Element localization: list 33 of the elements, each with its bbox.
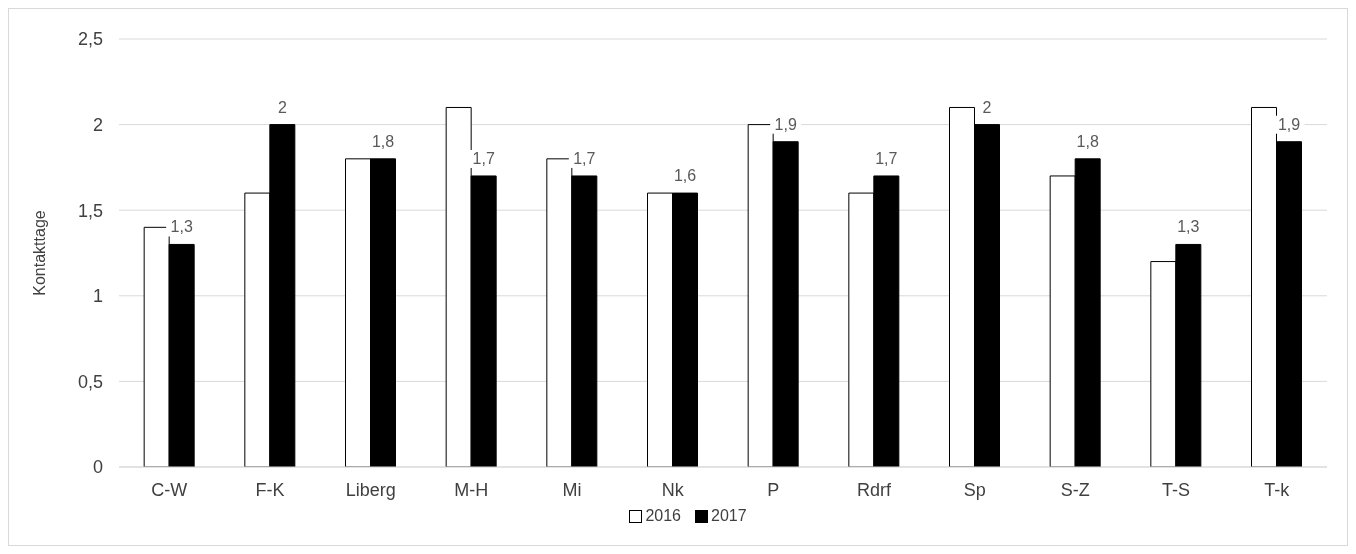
y-tick-label: 0,5 bbox=[77, 371, 103, 392]
y-tick-label: 0 bbox=[92, 457, 103, 478]
data-label: 1,3 bbox=[170, 218, 193, 236]
legend-label: 2017 bbox=[710, 507, 747, 525]
y-tick-label: 1,5 bbox=[77, 200, 103, 221]
x-tick-label: S-Z bbox=[1060, 479, 1090, 500]
y-tick-label: 2 bbox=[92, 114, 103, 135]
y-axis-title: Kontakttage bbox=[30, 210, 48, 296]
x-tick-label: M-H bbox=[454, 479, 489, 500]
data-label: 2 bbox=[277, 98, 287, 116]
x-tick-label: Sp bbox=[963, 479, 986, 500]
x-tick-label: C-W bbox=[151, 479, 188, 500]
x-tick-label: Nk bbox=[661, 479, 685, 500]
data-label: 2 bbox=[982, 98, 992, 116]
data-label: 1,8 bbox=[1076, 132, 1099, 150]
data-label: 1,8 bbox=[371, 132, 395, 150]
data-label: 1,7 bbox=[875, 149, 898, 167]
data-label: 1,3 bbox=[1177, 218, 1200, 236]
data-label: 1,6 bbox=[673, 167, 697, 185]
x-tick-label: F-K bbox=[255, 479, 285, 500]
y-tick-label: 1 bbox=[92, 286, 103, 307]
data-label: 1,9 bbox=[1277, 115, 1301, 133]
data-label: 1,7 bbox=[573, 149, 596, 167]
x-tick-label: P bbox=[767, 479, 780, 500]
x-tick-label: T-S bbox=[1161, 479, 1191, 500]
x-tick-label: Liberg bbox=[345, 479, 396, 500]
data-label: 1,7 bbox=[472, 149, 495, 167]
y-tick-label: 2,5 bbox=[77, 29, 103, 50]
x-tick-label: Mi bbox=[562, 479, 582, 500]
legend-label: 2016 bbox=[644, 507, 681, 525]
x-tick-label: Rdrf bbox=[856, 479, 892, 500]
x-tick-label: T-k bbox=[1264, 479, 1291, 500]
data-label: 1,9 bbox=[774, 115, 797, 133]
